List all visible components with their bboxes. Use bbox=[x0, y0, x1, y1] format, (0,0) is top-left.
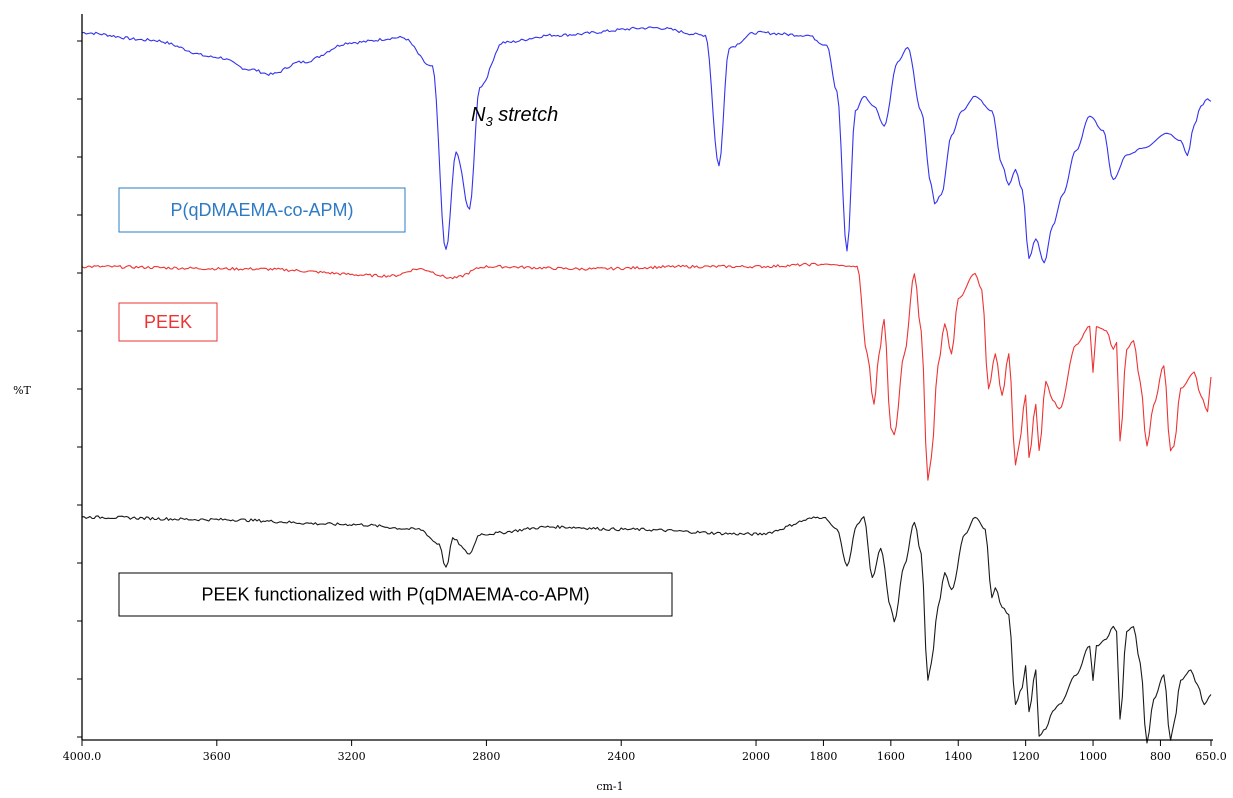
series-label-2: PEEK bbox=[144, 312, 192, 332]
x-tick-label: 1400 bbox=[944, 750, 972, 763]
series-line-2 bbox=[81, 262, 1212, 481]
series-labels: P(qDMAEMA-co-APM) PEEK PEEK functionalized… bbox=[118, 187, 673, 617]
axis-ticks bbox=[77, 40, 1212, 746]
annotation-symbol: N bbox=[471, 104, 486, 126]
x-tick-labels: 4000.0 3600 3200 2800 2400 2000 1800 1600 1400 12… bbox=[63, 750, 1227, 763]
annotation-subscript: 3 bbox=[485, 114, 493, 129]
x-tick-label: 2400 bbox=[607, 750, 635, 763]
x-tick-label: 3200 bbox=[338, 750, 366, 763]
x-tick-label: 650.0 bbox=[1195, 750, 1227, 763]
x-tick-label: 2800 bbox=[472, 750, 500, 763]
y-axis-title: %T bbox=[13, 384, 31, 397]
annotation-text: stretch bbox=[493, 104, 559, 126]
spectra-series bbox=[81, 26, 1212, 744]
x-tick-label: 4000.0 bbox=[63, 750, 102, 763]
series-label-box-2 bbox=[118, 302, 218, 342]
n3-stretch-annotation: N3 stretch bbox=[471, 104, 558, 129]
x-axis-title: cm-1 bbox=[596, 780, 623, 793]
x-tick-label: 1600 bbox=[877, 750, 905, 763]
x-tick-label: 1000 bbox=[1079, 750, 1107, 763]
series-line-3 bbox=[81, 515, 1212, 744]
series-label-1: P(qDMAEMA-co-APM) bbox=[170, 200, 353, 220]
series-label-box-3 bbox=[118, 572, 673, 617]
x-tick-label: 3600 bbox=[203, 750, 231, 763]
x-tick-label: 800 bbox=[1150, 750, 1171, 763]
x-tick-label: 1800 bbox=[809, 750, 837, 763]
x-tick-label: 1200 bbox=[1012, 750, 1040, 763]
series-label-3: PEEK functionalized with P(qDMAEMA-co-AP… bbox=[201, 585, 589, 605]
series-line-1 bbox=[81, 26, 1212, 264]
series-label-box-1 bbox=[118, 187, 406, 233]
x-tick-label: 2000 bbox=[742, 750, 770, 763]
